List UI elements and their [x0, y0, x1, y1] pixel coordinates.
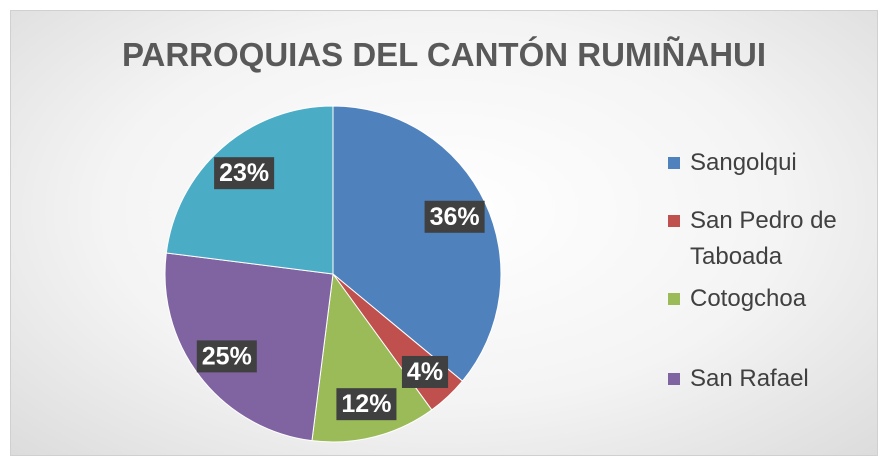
data-label-text: 25% — [202, 342, 252, 370]
data-label: 36% — [424, 200, 485, 233]
legend-item: Cotogchoa — [668, 281, 868, 317]
data-label: 25% — [196, 340, 257, 373]
data-label: 4% — [401, 355, 449, 388]
legend-swatch — [668, 373, 680, 385]
legend-item: Sangolqui — [668, 145, 868, 181]
data-label-box — [424, 200, 485, 233]
legend-item: San Pedro de Taboada — [668, 203, 868, 275]
data-label-box — [196, 340, 257, 373]
legend-swatch — [668, 293, 680, 305]
legend-label: San Pedro de Taboada — [690, 207, 837, 270]
legend-label: Sangolqui — [690, 149, 797, 176]
chart-title: PARROQUIAS DEL CANTÓN RUMIÑAHUI — [122, 36, 766, 73]
data-label-text: 4% — [407, 358, 443, 386]
legend-label: Cotogchoa — [690, 285, 807, 312]
data-label-box — [401, 355, 449, 388]
legend-swatch — [668, 215, 680, 227]
data-label-text: 12% — [341, 390, 391, 418]
pie-slice — [332, 105, 502, 382]
legend-item: San Rafael — [668, 361, 868, 397]
legend-swatch — [668, 157, 680, 169]
pie-slice — [165, 105, 334, 275]
data-label: 23% — [214, 157, 275, 190]
data-label: 12% — [336, 388, 397, 421]
legend-label: San Rafael — [690, 365, 809, 392]
data-label-box — [336, 388, 397, 421]
data-label-text: 23% — [219, 159, 269, 187]
data-label-box — [214, 157, 275, 190]
data-label-text: 36% — [430, 203, 480, 231]
